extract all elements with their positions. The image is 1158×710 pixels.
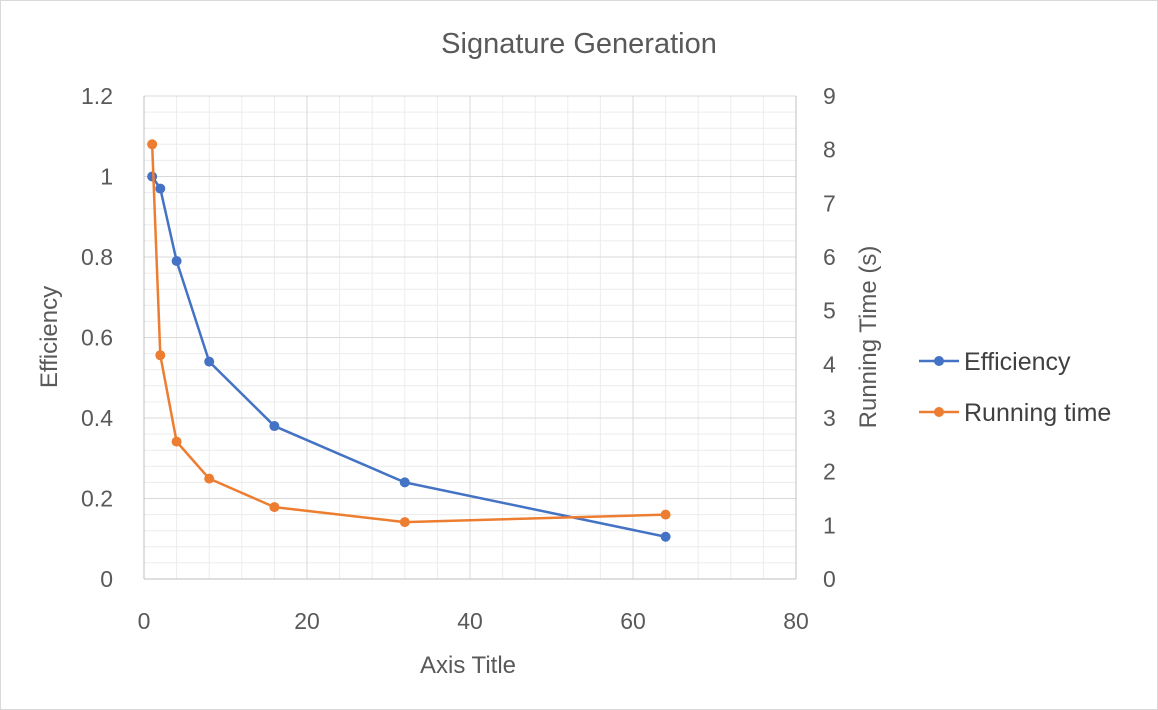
- y-tick-label: 0.4: [81, 405, 113, 431]
- running-time-point: [147, 139, 158, 150]
- y-tick-label: 0.2: [81, 486, 113, 512]
- y2-tick-label: 7: [823, 190, 836, 216]
- efficiency-point: [155, 183, 166, 194]
- y2-tick-label: 2: [823, 459, 836, 485]
- running-time-point: [269, 502, 280, 513]
- y2-tick-label: 1: [823, 512, 836, 538]
- legend-running-time-label: Running time: [964, 399, 1111, 427]
- y2-tick-label: 4: [823, 351, 836, 377]
- x-tick-label: 20: [294, 608, 320, 634]
- x-axis-title: Axis Title: [420, 652, 516, 679]
- efficiency-point: [204, 356, 215, 367]
- legend-efficiency-label: Efficiency: [964, 348, 1071, 376]
- x-tick-label: 40: [457, 608, 483, 634]
- series-layer: [147, 139, 671, 542]
- y2-tick-label: 3: [823, 405, 836, 431]
- y2-tick-label: 9: [823, 83, 836, 109]
- chart-title: Signature Generation: [441, 28, 717, 60]
- y2-tick-label: 8: [823, 137, 836, 163]
- running-time-point: [171, 436, 182, 447]
- y-tick-label: 0: [100, 566, 113, 592]
- y2-tick-label: 5: [823, 298, 836, 324]
- y-tick-label: 0.8: [81, 244, 113, 270]
- legend-running-time-marker: [934, 407, 944, 417]
- y-tick-label: 0.6: [81, 325, 113, 351]
- efficiency-point: [660, 531, 671, 542]
- legend-efficiency-marker: [934, 356, 944, 366]
- labels: Signature Generation Axis Title Efficien…: [36, 28, 882, 679]
- y2-tick-label: 6: [823, 244, 836, 270]
- running-time-point: [399, 517, 410, 528]
- axes: [143, 96, 797, 580]
- x-tick-label: 0: [138, 608, 151, 634]
- running-time-point: [155, 350, 166, 361]
- x-tick-label: 60: [620, 608, 646, 634]
- legend: Efficiency Running time: [919, 348, 1111, 427]
- y-tick-label: 1: [100, 164, 113, 190]
- y2-axis-title: Running Time (s): [855, 246, 882, 429]
- y-tick-label: 1.2: [81, 83, 113, 109]
- efficiency-point: [399, 477, 410, 488]
- efficiency-point: [269, 421, 280, 432]
- y-axis-title: Efficiency: [36, 286, 63, 388]
- efficiency-point: [171, 256, 182, 267]
- running-time-point: [660, 509, 671, 520]
- running-time-point: [204, 473, 215, 484]
- running-time-line: [150, 144, 666, 524]
- x-tick-label: 80: [783, 608, 809, 634]
- tick-labels: 0 20 40 60 80 0 0.2 0.4 0.6 0.8 1 1.2 0 1 2 3 4 5 6 7 8 9: [81, 83, 836, 634]
- y2-tick-label: 0: [823, 566, 836, 592]
